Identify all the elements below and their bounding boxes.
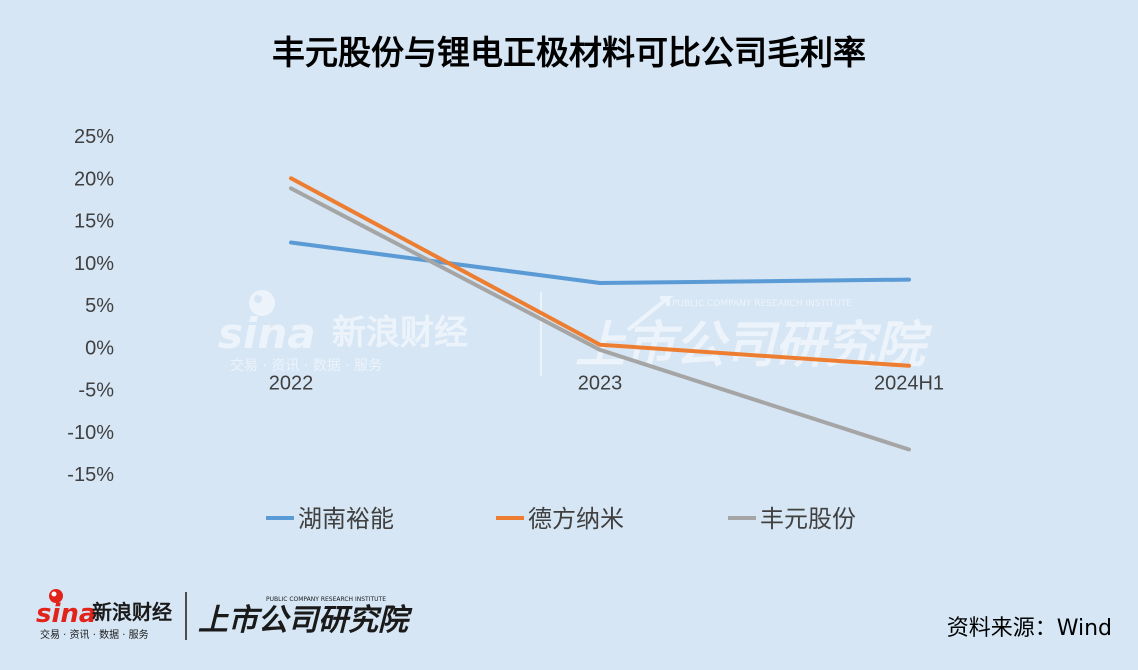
sina-tagline: 交易 · 资讯 · 数据 · 服务 — [230, 357, 382, 374]
series-line-2 — [289, 186, 911, 452]
y-tick-label: 20% — [74, 168, 114, 190]
y-axis: 25% 20% 15% 10% 5% 0% -5% -10% -15% — [67, 126, 114, 486]
y-tick-label: 10% — [74, 253, 114, 275]
footer-logo: sina 新浪财经 交易 · 资讯 · 数据 · 服务 上市公司研究院 PUBL… — [34, 588, 414, 652]
y-tick-label: 0% — [85, 337, 114, 359]
y-tick-label: 25% — [74, 126, 114, 148]
institute-en: PUBLIC COMPANY RESEARCH INSTITUTE — [672, 299, 852, 309]
series-line-1 — [289, 176, 911, 368]
sina-wordmark: sina — [218, 309, 316, 358]
source-note: 资料来源：Wind — [946, 616, 1112, 641]
footer-institute-name: 上市公司研究院 — [198, 603, 413, 638]
y-tick-label: 5% — [85, 295, 114, 317]
sina-icon — [49, 589, 63, 603]
watermark: sina 新浪财经 交易 · 资讯 · 数据 · 服务 上市公司研究院 PUBL… — [218, 290, 933, 376]
footer-sina-wordmark: sina — [36, 599, 96, 629]
y-tick-label: -5% — [78, 380, 114, 402]
y-tick-label: 15% — [74, 211, 114, 233]
y-tick-label: -10% — [67, 422, 114, 444]
legend-label: 德方纳米 — [528, 505, 624, 533]
y-tick-label: -15% — [67, 464, 114, 486]
chart-title: 丰元股份与锂电正极材料可比公司毛利率 — [272, 33, 866, 72]
footer-sina-tagline: 交易 · 资讯 · 数据 · 服务 — [40, 628, 149, 641]
x-axis: 2022 2023 2024H1 — [269, 372, 944, 394]
legend-label: 湖南裕能 — [298, 505, 394, 533]
arrow-icon — [626, 296, 674, 332]
x-tick-label: 2023 — [578, 372, 623, 394]
series-line-0 — [289, 240, 911, 285]
legend: 湖南裕能 德方纳米 丰元股份 — [266, 505, 856, 533]
footer-sina-name: 新浪财经 — [92, 600, 172, 624]
plot-area — [289, 176, 911, 452]
x-tick-label: 2024H1 — [874, 372, 944, 394]
footer-institute-en: PUBLIC COMPANY RESEARCH INSTITUTE — [266, 596, 386, 603]
x-tick-label: 2022 — [269, 372, 314, 394]
legend-label: 丰元股份 — [760, 505, 856, 533]
sina-finance-name: 新浪财经 — [332, 313, 468, 353]
sina-logo-icon: sina — [218, 290, 316, 358]
